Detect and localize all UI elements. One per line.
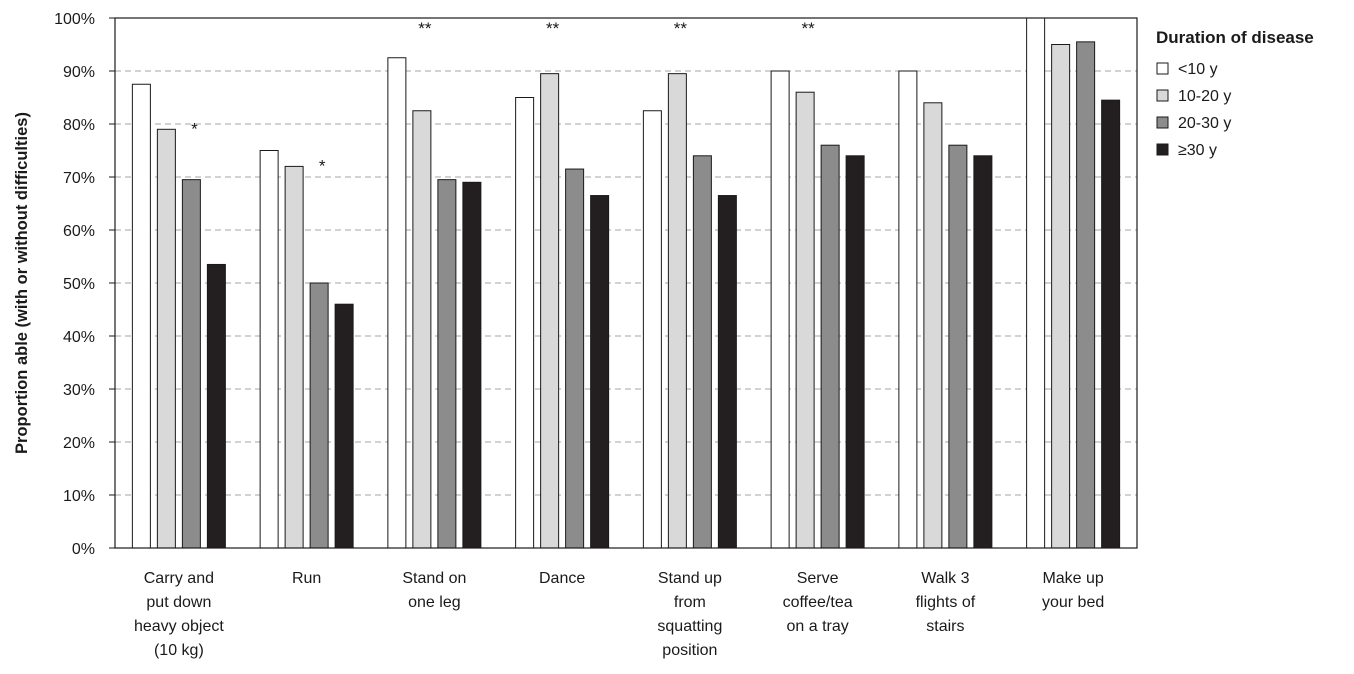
category-label: Serve <box>797 570 839 587</box>
bar-1020y-7 <box>1051 44 1071 549</box>
bar-2030y-1 <box>309 282 329 549</box>
bar-10y-1 <box>259 150 279 549</box>
significance-marker: ** <box>674 19 688 38</box>
legend-label: 10-20 y <box>1178 88 1231 105</box>
significance-annotations: **** ** ** ** <box>191 19 815 175</box>
y-tick-label: 40% <box>63 329 95 346</box>
category-label: stairs <box>926 618 964 635</box>
category-label: your bed <box>1042 594 1104 611</box>
bar-2030y-0 <box>181 179 201 549</box>
significance-marker: ** <box>802 19 816 38</box>
bar-30y-1 <box>334 303 354 549</box>
y-tick-label: 100% <box>54 11 95 28</box>
legend-label: <10 y <box>1178 61 1218 78</box>
y-tick-label: 20% <box>63 435 95 452</box>
bars <box>131 17 1121 549</box>
category-label: Run <box>292 570 321 587</box>
y-tick-label: 90% <box>63 64 95 81</box>
significance-marker: ** <box>418 19 432 38</box>
bar-1020y-6 <box>923 102 943 549</box>
bar-30y-6 <box>973 155 993 549</box>
bar-10y-4 <box>642 110 662 549</box>
legend-title: Duration of disease <box>1156 28 1314 47</box>
category-label: Dance <box>539 570 585 587</box>
category-label: Carry and <box>144 570 214 587</box>
category-label: on a tray <box>786 618 848 635</box>
y-tick-label: 70% <box>63 170 95 187</box>
bar-30y-3 <box>590 195 610 549</box>
legend-swatch <box>1156 89 1169 102</box>
bar-30y-7 <box>1101 99 1121 549</box>
significance-marker: * <box>191 119 198 138</box>
category-label: put down <box>146 594 211 611</box>
bar-10y-5 <box>770 70 790 549</box>
legend-label: 20-30 y <box>1178 115 1231 132</box>
legend-label: ≥30 y <box>1178 142 1217 159</box>
legend-swatch <box>1156 62 1169 75</box>
y-axis-label: Proportion able (with or without difficu… <box>13 112 31 454</box>
bar-1020y-0 <box>156 128 176 549</box>
y-tick-label: 60% <box>63 223 95 240</box>
significance-marker: * <box>319 156 326 175</box>
bar-30y-5 <box>845 155 865 549</box>
bar-2030y-4 <box>692 155 712 549</box>
y-axis-ticks: 0% 10% 20% 30% 40% 50% 60% 70% 80% 90% 100% <box>54 11 115 558</box>
bar-2030y-5 <box>820 144 840 549</box>
bar-10y-7 <box>1026 17 1046 549</box>
bar-1020y-4 <box>667 73 687 549</box>
category-label: flights of <box>916 594 976 611</box>
bar-30y-4 <box>717 195 737 549</box>
bar-1020y-2 <box>412 110 432 549</box>
category-label: Walk 3 <box>921 570 969 587</box>
x-axis-categories: Carry and put down heavy object (10 kg) Run S… <box>134 570 1104 659</box>
y-tick-label: 50% <box>63 276 95 293</box>
bar-10y-2 <box>387 57 407 549</box>
significance-marker: ** <box>546 19 560 38</box>
category-label: position <box>662 642 717 659</box>
category-label: coffee/tea <box>783 594 853 611</box>
bar-2030y-6 <box>948 144 968 549</box>
legend: Duration of disease <10 y 10-20 y 20-30 y ≥… <box>1156 28 1314 159</box>
y-tick-label: 80% <box>63 117 95 134</box>
bar-10y-3 <box>515 97 535 549</box>
category-label: Make up <box>1042 570 1103 587</box>
bar-10y-6 <box>898 70 918 549</box>
bar-2030y-7 <box>1076 41 1096 549</box>
bar-1020y-3 <box>540 73 560 549</box>
bar-30y-0 <box>206 263 226 549</box>
category-label: from <box>674 594 706 611</box>
category-label: (10 kg) <box>154 642 204 659</box>
y-tick-label: 30% <box>63 382 95 399</box>
y-tick-label: 10% <box>63 488 95 505</box>
category-label: heavy object <box>134 618 224 635</box>
category-label: Stand up <box>658 570 722 587</box>
bar-2030y-2 <box>437 179 457 549</box>
category-label: Stand on <box>402 570 466 587</box>
bar-30y-2 <box>462 181 482 549</box>
legend-swatch <box>1156 116 1169 129</box>
bar-1020y-1 <box>284 165 304 549</box>
y-tick-label: 0% <box>72 541 95 558</box>
bar-10y-0 <box>131 83 151 549</box>
category-label: one leg <box>408 594 461 611</box>
bar-1020y-5 <box>795 91 815 549</box>
bar-2030y-3 <box>565 168 585 549</box>
legend-swatch <box>1156 143 1169 156</box>
category-label: squatting <box>657 618 722 635</box>
